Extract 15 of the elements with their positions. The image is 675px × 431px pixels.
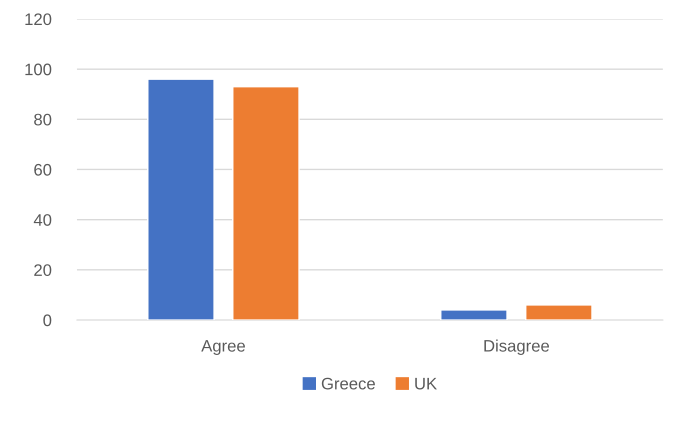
y-tick-label: 40: [34, 214, 52, 226]
bar: [232, 86, 300, 320]
x-tick-label: Agree: [201, 340, 245, 355]
legend-label: UK: [415, 378, 437, 390]
y-tick-label: 80: [34, 114, 52, 126]
y-tick-label: 60: [34, 164, 52, 176]
legend-label: Greece: [322, 378, 375, 390]
y-tick-label: 0: [43, 314, 52, 326]
x-tick-label: Disagree: [484, 339, 549, 355]
bar: [525, 304, 593, 320]
y-tick-label: 100: [25, 64, 52, 76]
bar: [147, 78, 215, 320]
y-tick-label: 20: [34, 264, 52, 276]
bar: [440, 309, 508, 320]
y-tick-label: 120: [25, 13, 52, 26]
